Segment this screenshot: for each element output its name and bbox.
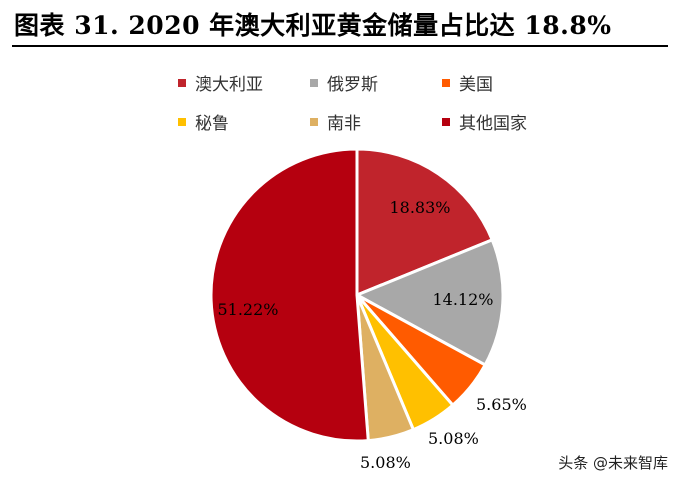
legend-label: 其他国家 bbox=[459, 114, 527, 134]
legend-swatch bbox=[178, 117, 186, 126]
legend-label: 秘鲁 bbox=[195, 114, 229, 134]
legend-label: 澳大利亚 bbox=[195, 75, 263, 95]
legend-swatch bbox=[442, 117, 450, 126]
legend-item-russia: 俄罗斯 bbox=[310, 70, 442, 95]
legend-item-usa: 美国 bbox=[442, 70, 574, 95]
legend-swatch bbox=[310, 78, 318, 87]
watermark: 头条 @未来智库 bbox=[558, 454, 668, 472]
chart-legend: 澳大利亚 俄罗斯 美国 秘鲁 南非 其他国家 bbox=[178, 70, 598, 134]
legend-label: 俄罗斯 bbox=[327, 75, 378, 95]
legend-item-peru: 秘鲁 bbox=[178, 109, 310, 134]
legend-item-other: 其他国家 bbox=[442, 109, 574, 134]
data-label-5: 51.22% bbox=[217, 300, 278, 319]
legend-swatch bbox=[310, 117, 318, 126]
legend-label: 美国 bbox=[459, 75, 493, 95]
data-label-2: 5.65% bbox=[476, 395, 527, 414]
legend-swatch bbox=[442, 78, 450, 87]
data-label-0: 18.83% bbox=[389, 198, 450, 217]
legend-label: 南非 bbox=[327, 114, 361, 134]
pie-slice-5 bbox=[209, 147, 370, 443]
chart-title: 图表 31. 2020 年澳大利亚黄金储量占比达 18.8% bbox=[14, 11, 612, 40]
data-label-4: 5.08% bbox=[360, 453, 411, 472]
legend-item-australia: 澳大利亚 bbox=[178, 70, 310, 95]
data-label-1: 14.12% bbox=[432, 290, 493, 309]
pie-slice-1 bbox=[353, 237, 505, 368]
legend-swatch bbox=[178, 78, 186, 87]
data-label-3: 5.08% bbox=[428, 429, 479, 448]
title-underline bbox=[12, 45, 668, 47]
legend-item-south-africa: 南非 bbox=[310, 109, 442, 134]
pie-slice-0 bbox=[355, 147, 495, 298]
